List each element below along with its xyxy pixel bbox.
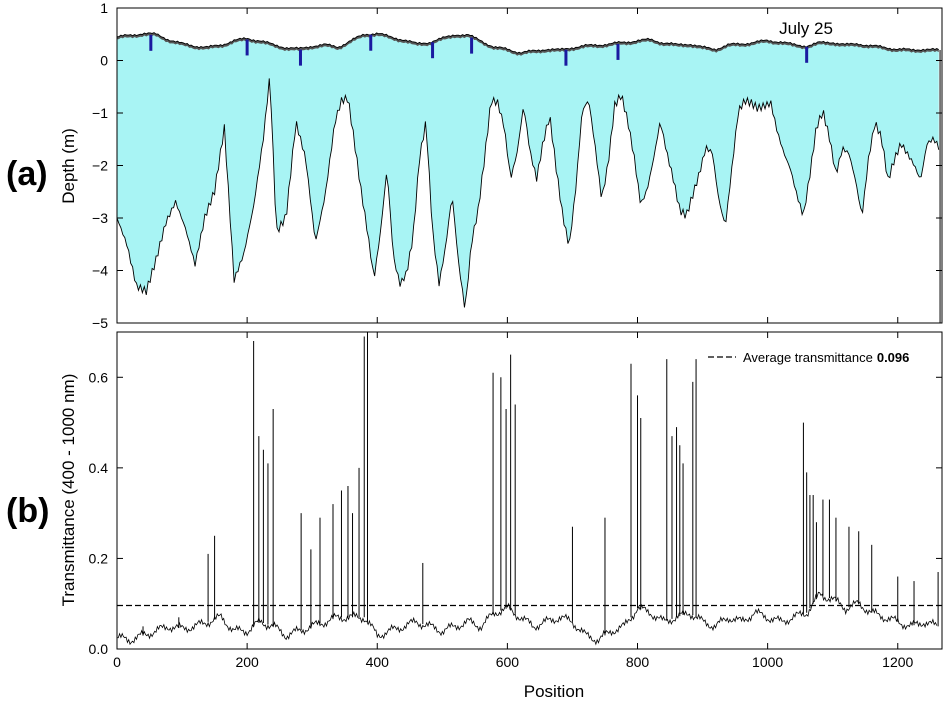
depth-ytick-label: −4: [92, 263, 108, 279]
depth-ytick-label: −2: [92, 158, 108, 174]
melt-pond-mark: [805, 46, 809, 63]
transmittance-ytick-label: 0.6: [89, 369, 109, 385]
surface-top-line: [116, 32, 939, 54]
depth-ytick-label: −3: [92, 210, 108, 226]
melt-pond-mark: [431, 42, 435, 59]
legend-value: 0.096: [877, 350, 910, 365]
panel-a-letter: (a): [6, 155, 48, 193]
position-xtick-label: 600: [496, 654, 520, 670]
melt-pond-mark: [369, 34, 373, 51]
position-xlabel: Position: [524, 682, 584, 701]
transmittance-plot-area: [117, 332, 942, 649]
transmittance-ytick-label: 0.4: [89, 460, 109, 476]
melt-pond-mark: [245, 39, 249, 56]
panel-b-letter: (b): [6, 492, 49, 530]
position-xtick-label: 1200: [882, 654, 913, 670]
depth-ylabel: Depth (m): [59, 128, 78, 204]
legend-label: Average transmittance 0.096: [743, 350, 909, 365]
transmittance-panel: (b) Average transmittance 0.096 0.0 0.2 0.4…: [6, 331, 943, 701]
melt-pond-mark: [616, 43, 620, 60]
position-xtick-label: 0: [113, 654, 121, 670]
depth-panel: (a) July 25 1 0 −1 −2 −3 −4 −5 Depth (m): [6, 0, 943, 331]
position-xtick-label: 800: [626, 654, 650, 670]
transmittance-plot-frame: [116, 331, 943, 650]
position-xtick-label: 200: [235, 654, 259, 670]
date-annotation: July 25: [779, 19, 833, 38]
legend-label-text: Average transmittance: [743, 350, 873, 365]
transmittance-ytick-label: 0.2: [89, 550, 109, 566]
depth-ytick-label: −5: [92, 315, 108, 331]
ice-bottom-line: [116, 78, 940, 308]
position-xtick-label: 1000: [752, 654, 783, 670]
melt-pond-mark: [470, 37, 474, 54]
melt-pond-mark: [298, 49, 302, 66]
ice-thickness-area: [117, 32, 939, 308]
depth-ytick-label: −1: [92, 105, 108, 121]
transmittance-ylabel: Transmittance (400 - 1000 nm): [59, 374, 78, 607]
melt-pond-mark: [564, 49, 568, 66]
transmittance-baseline-line: [116, 591, 938, 646]
melt-pond-mark: [149, 34, 153, 51]
depth-ytick-label: 0: [100, 53, 108, 69]
transmittance-ytick-label: 0.0: [89, 641, 109, 657]
depth-ytick-label: 1: [100, 0, 108, 16]
legend: Average transmittance 0.096: [708, 350, 909, 365]
position-xtick-label: 400: [366, 654, 390, 670]
